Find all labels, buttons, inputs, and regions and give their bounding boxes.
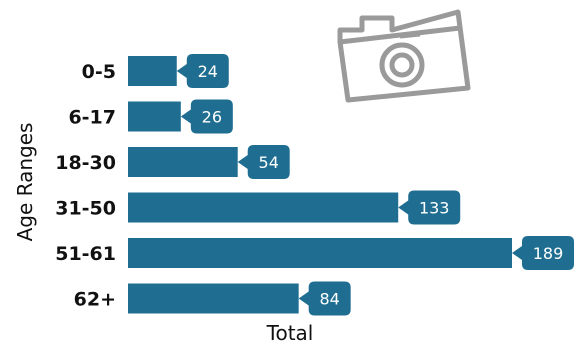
camera-icon [337,9,471,103]
value-callout-51-61 [512,236,574,270]
value-callout-31-50 [398,190,461,225]
category-label-18-30: 18-30 [55,152,116,174]
value-callout-18-30 [237,145,290,179]
category-label-0-5: 0-5 [82,61,116,83]
value-callout-6-17 [180,99,233,134]
value-callout-62+ [298,281,351,316]
value-label-0-5: 24 [198,62,218,81]
bar-0-5 [128,56,177,86]
value-label-31-50: 133 [419,199,450,218]
category-label-51-61: 51-61 [55,243,116,265]
bar-6-17 [128,101,181,132]
y-axis-title: Age Ranges [13,123,37,242]
value-label-18-30: 54 [259,153,279,172]
value-labels-layer: 24 26 54 133 189 84 [176,54,574,316]
bar-51-61 [128,238,512,268]
value-label-51-61: 189 [533,244,564,263]
value-label-6-17: 26 [202,108,222,127]
bar-62+ [128,283,299,314]
bar-18-30 [128,147,238,177]
bar-31-50 [128,192,399,223]
category-labels-layer: 0-5 6-17 18-30 31-50 51-61 62+ [55,61,116,311]
value-label-62+: 84 [319,290,339,309]
bars-layer [128,56,512,314]
x-axis-title: Total [266,321,314,345]
value-callout-0-5 [176,54,229,88]
category-label-62+: 62+ [74,289,116,311]
category-label-6-17: 6-17 [68,107,116,129]
category-label-31-50: 31-50 [55,198,116,220]
